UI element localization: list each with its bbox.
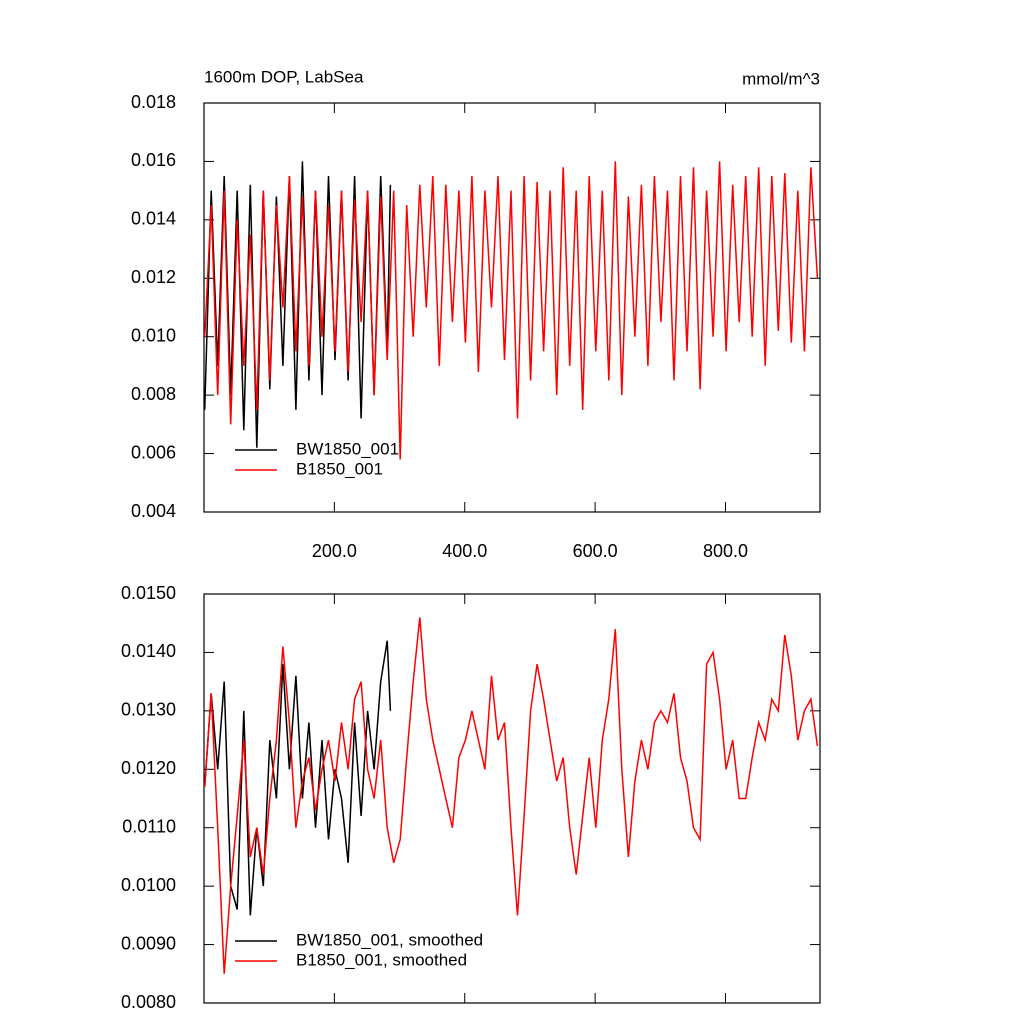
x-tick-label: 800.0 — [703, 541, 748, 561]
series-line — [204, 640, 392, 916]
y-tick-label: 0.0100 — [121, 875, 176, 895]
y-tick-label: 0.016 — [131, 150, 176, 170]
y-tick-label: 0.018 — [131, 92, 176, 112]
plot-frame — [203, 102, 821, 513]
y-tick-label: 0.004 — [131, 501, 176, 521]
y-tick-label: 0.014 — [131, 209, 176, 229]
legend-label: BW1850_001, smoothed — [296, 930, 483, 949]
y-tick-label: 0.008 — [131, 384, 176, 404]
x-tick-label: 400.0 — [442, 541, 487, 561]
x-tick-label: 600.0 — [573, 541, 618, 561]
y-tick-label: 0.0110 — [122, 816, 176, 836]
y-tick-label: 0.0090 — [121, 933, 176, 953]
y-tick-label: 0.0130 — [121, 700, 176, 720]
y-tick-label: 0.0150 — [121, 583, 176, 603]
chart-title: 1600m DOP, LabSea — [204, 67, 364, 86]
legend-label: B1850_001 — [296, 459, 383, 478]
legend-label: B1850_001, smoothed — [296, 950, 467, 969]
series-line — [204, 161, 819, 460]
y-tick-label: 0.012 — [131, 267, 176, 287]
y-tick-label: 0.0080 — [121, 992, 176, 1012]
series-line — [204, 617, 819, 974]
y-tick-label: 0.010 — [131, 325, 176, 345]
y-tick-label: 0.006 — [131, 442, 176, 462]
units-label: mmol/m^3 — [742, 69, 820, 88]
y-tick-label: 0.0140 — [121, 641, 176, 661]
legend-label: BW1850_001 — [296, 439, 399, 458]
x-tick-label: 200.0 — [312, 541, 357, 561]
y-tick-label: 0.0120 — [121, 758, 176, 778]
plot-frame — [203, 593, 821, 1004]
